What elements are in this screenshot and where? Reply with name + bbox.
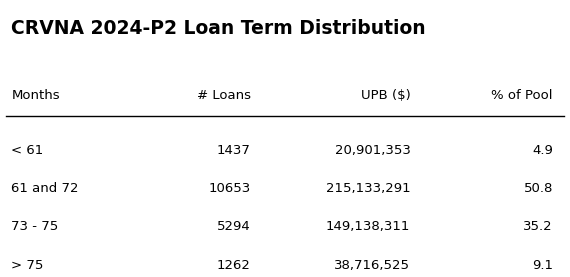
Text: 38,716,525: 38,716,525: [335, 259, 410, 272]
Text: 50.8: 50.8: [523, 182, 553, 195]
Text: 215,133,291: 215,133,291: [326, 182, 410, 195]
Text: 5294: 5294: [217, 220, 251, 234]
Text: Months: Months: [11, 89, 60, 102]
Text: UPB ($): UPB ($): [361, 89, 410, 102]
Text: 1437: 1437: [217, 144, 251, 157]
Text: 35.2: 35.2: [523, 220, 553, 234]
Text: 10653: 10653: [209, 182, 251, 195]
Text: # Loans: # Loans: [197, 89, 251, 102]
Text: 61 and 72: 61 and 72: [11, 182, 79, 195]
Text: % of Pool: % of Pool: [491, 89, 553, 102]
Text: > 75: > 75: [11, 259, 44, 272]
Text: CRVNA 2024-P2 Loan Term Distribution: CRVNA 2024-P2 Loan Term Distribution: [11, 19, 426, 39]
Text: 149,138,311: 149,138,311: [326, 220, 410, 234]
Text: < 61: < 61: [11, 144, 44, 157]
Text: 20,901,353: 20,901,353: [335, 144, 410, 157]
Text: 9.1: 9.1: [532, 259, 553, 272]
Text: 1262: 1262: [217, 259, 251, 272]
Text: 73 - 75: 73 - 75: [11, 220, 59, 234]
Text: 4.9: 4.9: [532, 144, 553, 157]
